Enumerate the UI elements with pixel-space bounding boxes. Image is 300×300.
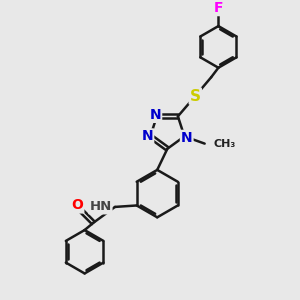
Text: N: N [150,108,161,122]
Text: F: F [214,1,223,15]
Text: CH₃: CH₃ [213,139,236,148]
Text: HN: HN [89,200,112,213]
Text: N: N [142,129,153,143]
Text: S: S [190,88,201,104]
Text: O: O [71,199,83,212]
Text: N: N [181,131,193,145]
